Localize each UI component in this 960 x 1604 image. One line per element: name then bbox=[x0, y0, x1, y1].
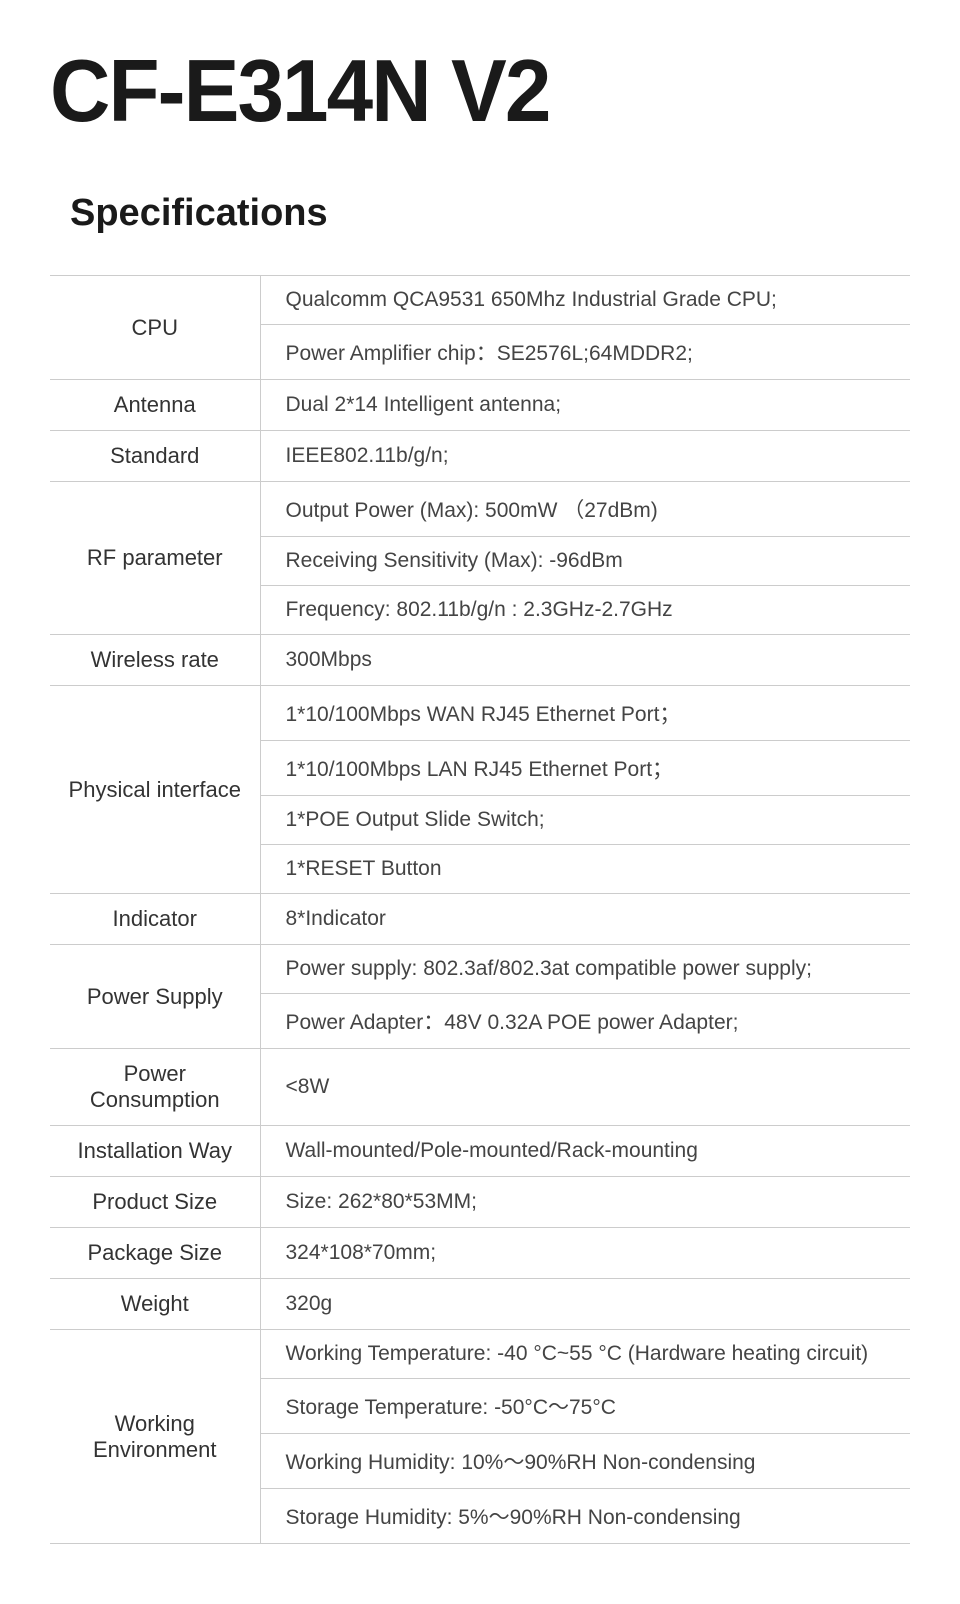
spec-label: CPU bbox=[50, 276, 260, 380]
spec-value: <8W bbox=[260, 1049, 910, 1126]
spec-value: Receiving Sensitivity (Max): -96dBm bbox=[260, 537, 910, 586]
spec-value: Wall-mounted/Pole-mounted/Rack-mounting bbox=[260, 1126, 910, 1177]
table-row: Installation WayWall-mounted/Pole-mounte… bbox=[50, 1126, 910, 1177]
table-row: Weight320g bbox=[50, 1279, 910, 1330]
table-row: RF parameterOutput Power (Max): 500mW （2… bbox=[50, 482, 910, 537]
table-row: Wireless rate300Mbps bbox=[50, 635, 910, 686]
table-row: Physical interface1*10/100Mbps WAN RJ45 … bbox=[50, 686, 910, 741]
spec-label: Antenna bbox=[50, 380, 260, 431]
spec-value: Output Power (Max): 500mW （27dBm) bbox=[260, 482, 910, 537]
spec-table: CPUQualcomm QCA9531 650Mhz Industrial Gr… bbox=[50, 275, 910, 1544]
table-row: CPUQualcomm QCA9531 650Mhz Industrial Gr… bbox=[50, 276, 910, 325]
spec-value: Storage Humidity: 5%～90%RH Non-condensin… bbox=[260, 1489, 910, 1544]
spec-label: RF parameter bbox=[50, 482, 260, 635]
spec-value: Frequency: 802.11b/g/n : 2.3GHz-2.7GHz bbox=[260, 586, 910, 635]
table-row: Indicator8*Indicator bbox=[50, 894, 910, 945]
page-container: CF-E314N V2 Specifications CPUQualcomm Q… bbox=[0, 0, 960, 1604]
table-row: Power Consumption<8W bbox=[50, 1049, 910, 1126]
spec-label: Wireless rate bbox=[50, 635, 260, 686]
table-row: StandardIEEE802.11b/g/n; bbox=[50, 431, 910, 482]
spec-value: 300Mbps bbox=[260, 635, 910, 686]
spec-label: Weight bbox=[50, 1279, 260, 1330]
spec-value: Power Adapter：48V 0.32A POE power Adapte… bbox=[260, 994, 910, 1049]
spec-value: Size: 262*80*53MM; bbox=[260, 1177, 910, 1228]
spec-value: 1*RESET Button bbox=[260, 845, 910, 894]
spec-label: Working Environment bbox=[50, 1330, 260, 1544]
section-heading: Specifications bbox=[70, 192, 910, 235]
spec-value: 324*108*70mm; bbox=[260, 1228, 910, 1279]
spec-value: Working Humidity: 10%～90%RH Non-condensi… bbox=[260, 1434, 910, 1489]
spec-label: Product Size bbox=[50, 1177, 260, 1228]
spec-label: Standard bbox=[50, 431, 260, 482]
spec-value: IEEE802.11b/g/n; bbox=[260, 431, 910, 482]
spec-label: Power Supply bbox=[50, 945, 260, 1049]
spec-value: Qualcomm QCA9531 650Mhz Industrial Grade… bbox=[260, 276, 910, 325]
spec-value: Dual 2*14 Intelligent antenna; bbox=[260, 380, 910, 431]
spec-value: Power Amplifier chip：SE2576L;64MDDR2; bbox=[260, 325, 910, 380]
table-row: AntennaDual 2*14 Intelligent antenna; bbox=[50, 380, 910, 431]
spec-value: 8*Indicator bbox=[260, 894, 910, 945]
spec-label: Physical interface bbox=[50, 686, 260, 894]
product-title: CF-E314N V2 bbox=[50, 40, 867, 142]
spec-label: Installation Way bbox=[50, 1126, 260, 1177]
table-row: Product SizeSize: 262*80*53MM; bbox=[50, 1177, 910, 1228]
spec-value: 320g bbox=[260, 1279, 910, 1330]
spec-label: Indicator bbox=[50, 894, 260, 945]
spec-label: Power Consumption bbox=[50, 1049, 260, 1126]
spec-value: 1*10/100Mbps WAN RJ45 Ethernet Port； bbox=[260, 686, 910, 741]
spec-value: Power supply: 802.3af/802.3at compatible… bbox=[260, 945, 910, 994]
spec-value: 1*10/100Mbps LAN RJ45 Ethernet Port； bbox=[260, 741, 910, 796]
spec-value: 1*POE Output Slide Switch; bbox=[260, 796, 910, 845]
table-row: Package Size324*108*70mm; bbox=[50, 1228, 910, 1279]
table-row: Power SupplyPower supply: 802.3af/802.3a… bbox=[50, 945, 910, 994]
spec-value: Working Temperature: -40 °C~55 °C (Hardw… bbox=[260, 1330, 910, 1379]
table-row: Working EnvironmentWorking Temperature: … bbox=[50, 1330, 910, 1379]
spec-label: Package Size bbox=[50, 1228, 260, 1279]
spec-value: Storage Temperature: -50°C～75°C bbox=[260, 1379, 910, 1434]
